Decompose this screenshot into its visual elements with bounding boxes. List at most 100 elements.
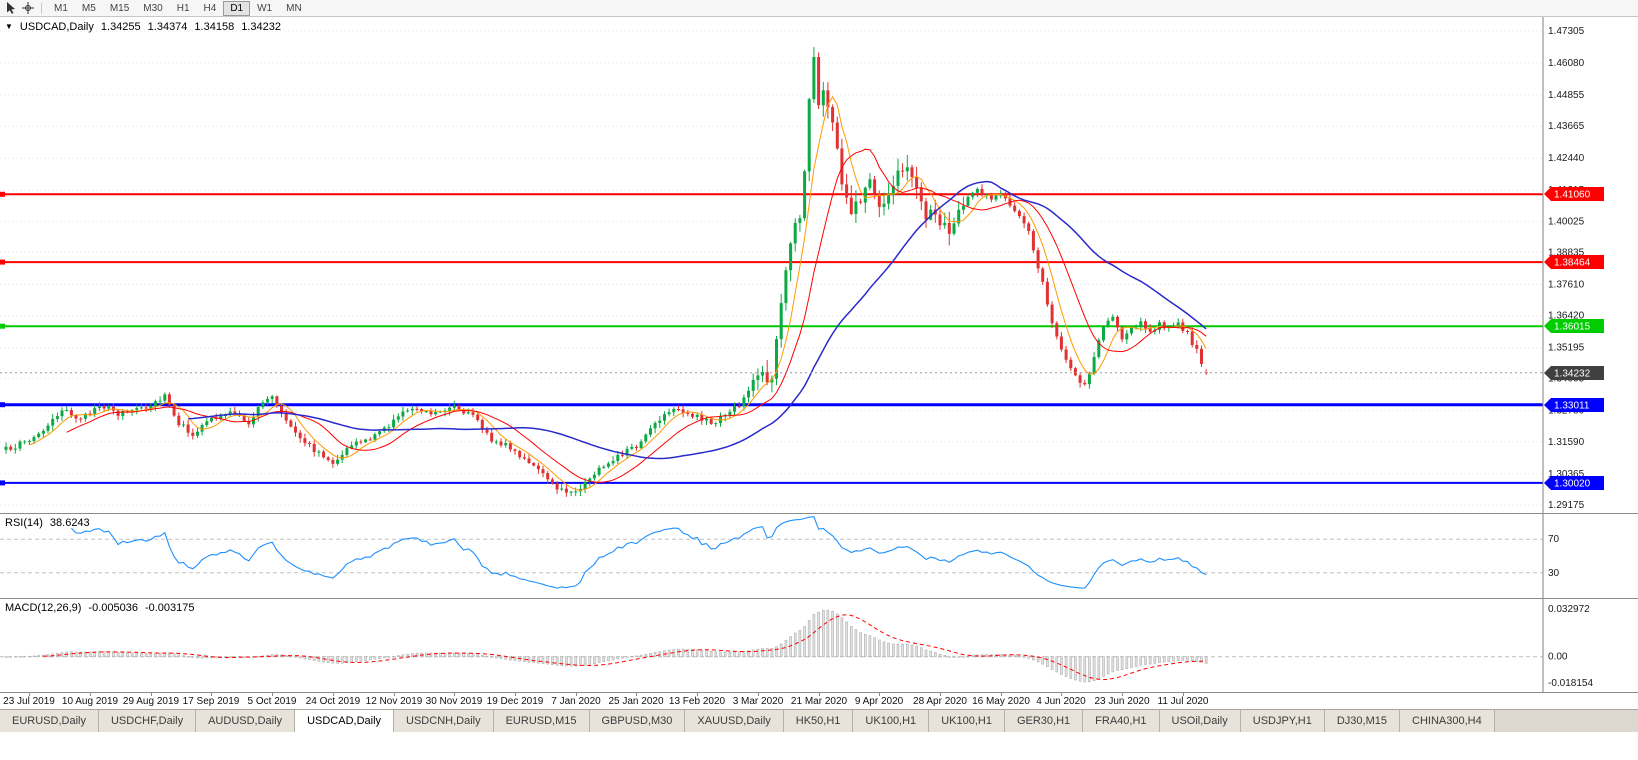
timeframe-m5[interactable]: M5 [81,2,96,14]
chart-tab-fra40-h1[interactable]: FRA40,H1 [1083,710,1160,732]
chart-tab-usdcnh-daily[interactable]: USDCNH,Daily [394,710,494,732]
timeframe-mn[interactable]: MN [286,2,302,14]
macd-header: MACD(12,26,9) -0.005036 -0.003175 [5,602,195,614]
date-label: 5 Oct 2019 [247,696,297,707]
date-label: 23 Jun 2020 [1094,696,1150,707]
time-tick [272,693,273,696]
svg-text:1.40025: 1.40025 [1548,216,1585,227]
svg-text:1.44855: 1.44855 [1548,90,1585,101]
chart-tab-usdcad-daily[interactable]: USDCAD,Daily [295,710,395,732]
chart-tab-eurusd-m15[interactable]: EURUSD,M15 [493,710,590,732]
cursor-icon[interactable] [4,2,19,15]
date-label: 28 Apr 2020 [913,696,967,707]
time-tick [576,693,577,696]
chart-tab-gbpusd-m30[interactable]: GBPUSD,M30 [589,710,686,732]
rsi-name: RSI(14) [5,517,43,529]
price-badge: 1.41060 [1544,187,1604,201]
chart-tab-usdchf-daily[interactable]: USDCHF,Daily [98,710,197,732]
rsi-value: 38.6243 [49,517,90,529]
time-tick [151,693,152,696]
chart-tab-audusd-daily[interactable]: AUDUSD,Daily [196,710,296,732]
svg-text:1.36420: 1.36420 [1548,311,1585,322]
time-tick [1183,693,1184,696]
time-tick [636,693,637,696]
timeframe-m15[interactable]: M15 [109,2,130,14]
svg-text:1.30365: 1.30365 [1548,469,1585,480]
chart-toolbar: M1 M5 M15 M30 H1 H4 D1 W1 MN [0,0,1638,17]
chart-tab-china300-h4[interactable]: CHINA300,H4 [1400,710,1495,732]
ohlc-close: 1.34232 [241,21,281,33]
date-label: 19 Dec 2019 [486,696,544,707]
date-label: 17 Sep 2019 [182,696,240,707]
chart-tab-dj30-m15[interactable]: DJ30,M15 [1324,710,1400,732]
timeframe-h4[interactable]: H4 [203,2,217,14]
main-chart-panel: 1.473051.460801.448551.436651.424401.412… [0,17,1638,514]
svg-text:70: 70 [1548,534,1560,545]
chart-symbol-header: ▼ USDCAD,Daily 1.34255 1.34374 1.34158 1… [5,21,281,33]
rsi-header: RSI(14) 38.6243 [5,517,90,529]
chart-tab-hk50-h1[interactable]: HK50,H1 [783,710,854,732]
svg-text:30: 30 [1548,568,1560,579]
candlestick-plot[interactable]: 1.473051.460801.448551.436651.424401.412… [0,17,1638,513]
date-label: 23 Jul 2019 [3,696,55,707]
date-label: 25 Jan 2020 [608,696,664,707]
svg-text:1.33011: 1.33011 [1554,401,1590,412]
date-label: 13 Feb 2020 [668,696,726,707]
chart-tab-usdjpy-h1[interactable]: USDJPY,H1 [1240,710,1325,732]
time-tick [90,693,91,696]
timeframe-d1[interactable]: D1 [223,0,251,16]
timeframe-h1[interactable]: H1 [176,2,190,14]
timeframe-w1[interactable]: W1 [257,2,273,14]
time-tick [454,693,455,696]
svg-text:0.00: 0.00 [1548,652,1568,663]
chart-tab-ger30-h1[interactable]: GER30,H1 [1004,710,1084,732]
time-tick [1001,693,1002,696]
svg-text:1.37610: 1.37610 [1548,280,1585,291]
timeframe-m1[interactable]: M1 [54,2,68,14]
crosshair-icon[interactable] [20,2,35,15]
svg-text:0.032972: 0.032972 [1548,604,1590,615]
svg-text:1.42440: 1.42440 [1548,153,1585,164]
svg-text:1.34232: 1.34232 [1554,369,1591,380]
time-tick [333,693,334,696]
rsi-plot[interactable]: 70 30 [0,514,1638,598]
date-label: 29 Aug 2019 [122,696,180,707]
chart-tab-usoil-daily[interactable]: USOil,Daily [1159,710,1241,732]
timeframe-button-group: M1 M5 M15 M30 H1 H4 D1 W1 MN [47,0,309,16]
time-tick [697,693,698,696]
time-tick [29,693,30,696]
timeframe-m30[interactable]: M30 [143,2,163,14]
macd-value: -0.005036 [88,602,138,614]
chart-tab-eurusd-daily[interactable]: EURUSD,Daily [0,710,99,732]
chart-tab-uk100-h1[interactable]: UK100,H1 [853,710,930,732]
price-badge: 1.33011 [1544,398,1604,412]
macd-signal-value: -0.003175 [144,602,195,614]
ohlc-high: 1.34374 [147,21,188,33]
bottom-filler [0,732,1638,760]
svg-text:1.30020: 1.30020 [1554,479,1591,490]
svg-text:1.29175: 1.29175 [1548,500,1585,511]
ohlc-low: 1.34158 [194,21,235,33]
rsi-panel: 70 30 RSI(14) 38.6243 [0,514,1638,599]
date-label: 4 Jun 2020 [1036,696,1086,707]
date-label: 24 Oct 2019 [305,696,361,707]
date-label: 12 Nov 2019 [365,696,423,707]
price-badge: 1.38464 [1544,255,1604,269]
symbol-label: USDCAD,Daily [19,21,94,33]
svg-text:1.43665: 1.43665 [1548,121,1585,132]
svg-text:1.47305: 1.47305 [1548,26,1585,37]
time-tick [515,693,516,696]
macd-plot[interactable]: 0.032972 0.00 -0.018154 [0,599,1638,692]
svg-text:1.31590: 1.31590 [1548,437,1585,448]
svg-text:-0.018154: -0.018154 [1548,678,1593,689]
time-tick [211,693,212,696]
chart-tab-uk100-h1[interactable]: UK100,H1 [929,710,1005,732]
chart-tab-xauusd-daily[interactable]: XAUUSD,Daily [685,710,784,732]
date-label: 11 Jul 2020 [1157,696,1209,707]
date-label: 3 Mar 2020 [732,696,784,707]
time-tick [879,693,880,696]
time-scale[interactable]: 23 Jul 2019 10 Aug 2019 29 Aug 2019 17 Sep … [0,693,1638,709]
svg-text:1.38464: 1.38464 [1554,258,1591,269]
time-tick [758,693,759,696]
